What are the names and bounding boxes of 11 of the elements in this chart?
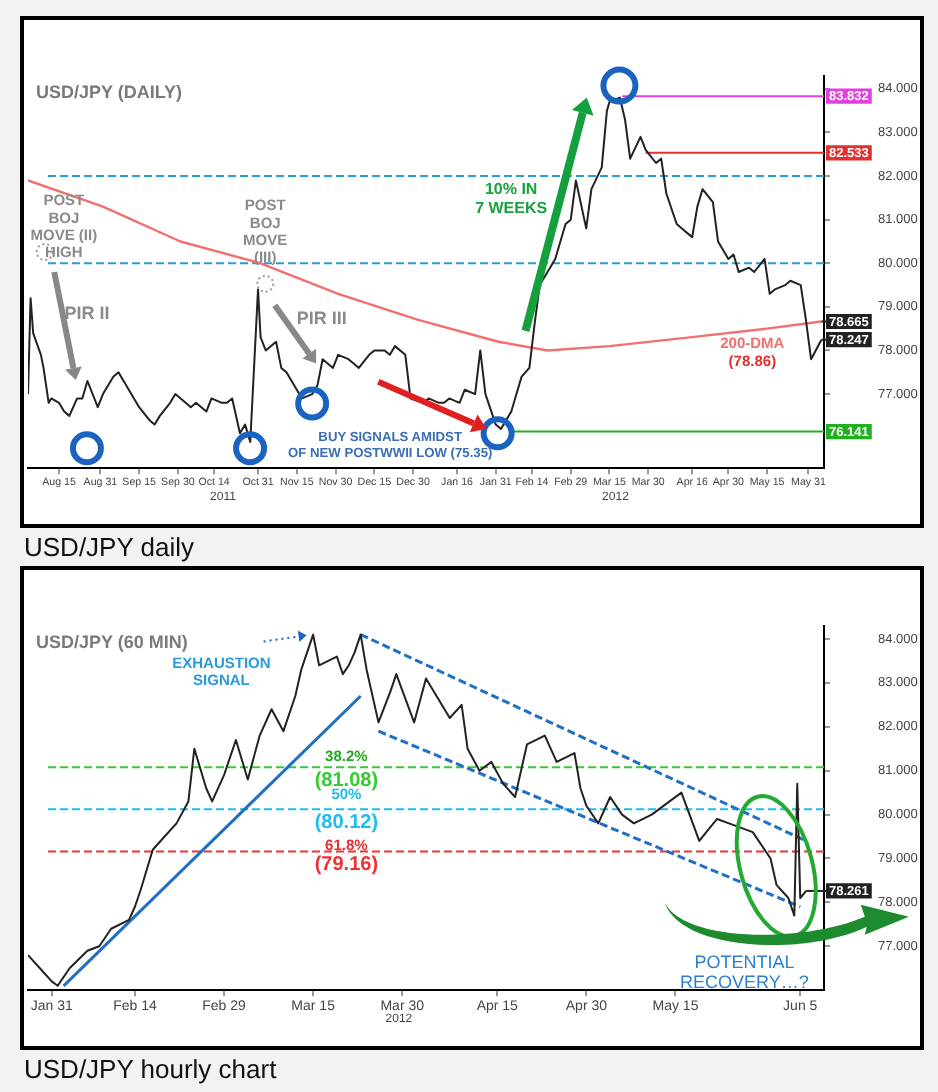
annotation: PIR II bbox=[64, 303, 110, 324]
text: USD/JPY daily bbox=[24, 532, 195, 562]
text: USD/JPY hourly chart bbox=[24, 1054, 277, 1084]
ref-line-label: (79.16) bbox=[314, 853, 379, 876]
annotation: POTENTIAL RECOVERY…? bbox=[680, 951, 809, 993]
chart-title: USD/JPY (DAILY) bbox=[36, 81, 183, 102]
chart-title: USD/JPY (60 MIN) bbox=[36, 631, 188, 652]
annotation: PIR III bbox=[296, 308, 347, 329]
annotation: 10% IN 7 WEEKS bbox=[475, 180, 549, 217]
ref-line-label: (81.08) bbox=[314, 769, 379, 792]
ref-line-label: (80.12) bbox=[314, 811, 379, 834]
